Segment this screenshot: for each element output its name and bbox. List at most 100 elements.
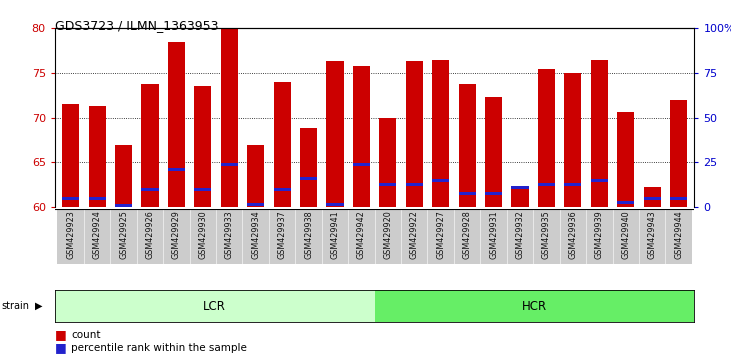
Bar: [643, 187, 661, 207]
Bar: [88, 106, 106, 207]
Bar: [538, 183, 555, 186]
Text: ■: ■: [55, 341, 67, 354]
Bar: [322, 209, 348, 264]
Bar: [617, 201, 635, 204]
Bar: [643, 196, 661, 200]
Bar: [533, 209, 560, 264]
Text: GSM429933: GSM429933: [224, 211, 234, 259]
Text: GSM429944: GSM429944: [674, 211, 683, 259]
Bar: [62, 104, 79, 207]
Text: percentile rank within the sample: percentile rank within the sample: [71, 343, 247, 353]
Text: GSM429932: GSM429932: [515, 211, 525, 259]
Bar: [62, 196, 79, 200]
Bar: [194, 86, 211, 207]
Bar: [406, 61, 423, 207]
Bar: [485, 97, 502, 207]
Bar: [273, 82, 291, 207]
Text: HCR: HCR: [522, 300, 547, 313]
Text: strain: strain: [1, 301, 29, 311]
Bar: [480, 209, 507, 264]
Text: GSM429922: GSM429922: [410, 211, 419, 259]
Bar: [168, 168, 185, 171]
Text: GSM429920: GSM429920: [383, 211, 393, 259]
Bar: [454, 209, 480, 264]
Text: ■: ■: [55, 328, 67, 341]
Bar: [163, 209, 189, 264]
Bar: [560, 209, 586, 264]
Bar: [243, 209, 269, 264]
Bar: [617, 112, 635, 207]
Bar: [512, 186, 529, 189]
Text: GSM429927: GSM429927: [436, 211, 445, 259]
Text: GSM429939: GSM429939: [595, 211, 604, 259]
Text: GSM429928: GSM429928: [463, 211, 471, 259]
Bar: [141, 84, 159, 207]
Text: GSM429925: GSM429925: [119, 211, 128, 259]
Bar: [115, 204, 132, 207]
Text: GDS3723 / ILMN_1363953: GDS3723 / ILMN_1363953: [55, 19, 219, 33]
Bar: [374, 209, 401, 264]
Text: ▶: ▶: [35, 301, 42, 311]
Bar: [247, 144, 265, 207]
Bar: [141, 188, 159, 191]
Bar: [538, 69, 555, 207]
Bar: [379, 118, 396, 207]
Bar: [379, 183, 396, 186]
Bar: [432, 179, 450, 182]
Bar: [458, 84, 476, 207]
Bar: [273, 188, 291, 191]
Text: GSM429923: GSM429923: [67, 211, 75, 259]
Bar: [613, 209, 639, 264]
Text: GSM429924: GSM429924: [93, 211, 102, 259]
Bar: [269, 209, 295, 264]
Bar: [586, 209, 613, 264]
Bar: [639, 209, 665, 264]
Bar: [300, 177, 317, 180]
Bar: [428, 209, 454, 264]
Bar: [670, 100, 687, 207]
Text: GSM429926: GSM429926: [145, 211, 154, 259]
Bar: [300, 129, 317, 207]
Text: GSM429931: GSM429931: [489, 211, 498, 259]
Bar: [247, 203, 265, 206]
Text: count: count: [71, 330, 100, 339]
Bar: [665, 209, 692, 264]
Bar: [137, 209, 163, 264]
Bar: [485, 192, 502, 195]
Bar: [295, 209, 322, 264]
Bar: [84, 209, 110, 264]
Bar: [221, 162, 238, 166]
Text: GSM429937: GSM429937: [278, 211, 287, 259]
Bar: [458, 192, 476, 195]
Text: GSM429941: GSM429941: [330, 211, 339, 259]
Bar: [115, 144, 132, 207]
Bar: [353, 66, 370, 207]
Text: GSM429942: GSM429942: [357, 211, 366, 259]
Bar: [564, 73, 581, 207]
Text: GSM429936: GSM429936: [569, 211, 577, 259]
Bar: [591, 179, 608, 182]
Bar: [58, 209, 84, 264]
Bar: [353, 162, 370, 166]
Bar: [327, 61, 344, 207]
Text: GSM429929: GSM429929: [172, 211, 181, 259]
Bar: [216, 209, 243, 264]
Bar: [168, 42, 185, 207]
Bar: [591, 59, 608, 207]
Bar: [88, 196, 106, 200]
Bar: [55, 290, 374, 322]
Bar: [670, 196, 687, 200]
Text: GSM429930: GSM429930: [198, 211, 208, 259]
Bar: [406, 183, 423, 186]
Bar: [221, 28, 238, 207]
Bar: [432, 59, 450, 207]
Text: GSM429943: GSM429943: [648, 211, 656, 259]
Bar: [512, 189, 529, 207]
Bar: [327, 203, 344, 206]
Text: LCR: LCR: [203, 300, 226, 313]
Text: GSM429935: GSM429935: [542, 211, 551, 259]
Bar: [507, 209, 533, 264]
Bar: [348, 209, 374, 264]
Bar: [194, 188, 211, 191]
Bar: [110, 209, 137, 264]
